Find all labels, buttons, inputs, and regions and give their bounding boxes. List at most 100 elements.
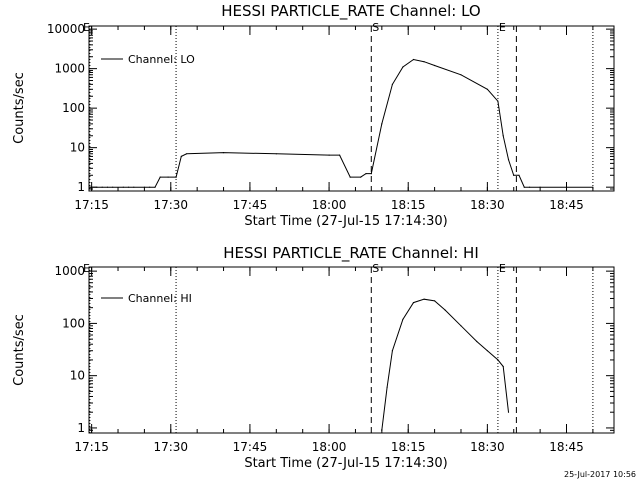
x-tick-label: 18:45 xyxy=(549,440,584,454)
y-tick-label: 10 xyxy=(70,369,85,383)
series-point xyxy=(523,186,525,188)
marker-label-S: S xyxy=(372,262,379,275)
panel-lo-legend: Channel: LO xyxy=(101,53,195,66)
series-point xyxy=(167,176,169,178)
series-point xyxy=(412,302,415,304)
panel-lo-title: HESSI PARTICLE_RATE Channel: LO xyxy=(221,2,480,21)
series-point xyxy=(423,61,425,63)
series-point xyxy=(133,186,135,188)
series-point xyxy=(159,176,161,178)
series-point xyxy=(381,429,383,431)
series-point xyxy=(143,186,145,188)
panel-hi-markers: S EE xyxy=(83,262,594,433)
series-point xyxy=(497,100,499,102)
panel-hi-legend: Channel: HI xyxy=(101,292,192,305)
series-point xyxy=(423,298,425,300)
y-tick-label: 10000 xyxy=(47,22,85,36)
series-point xyxy=(476,340,478,343)
panel-lo-legend-label: Channel: LO xyxy=(128,53,195,66)
series-point xyxy=(101,186,103,188)
marker-label-S: S xyxy=(372,21,379,34)
x-tick-label: 18:15 xyxy=(391,198,426,212)
panel-lo-plot-frame xyxy=(88,25,615,192)
series-point xyxy=(186,153,188,155)
series-point xyxy=(444,309,446,311)
y-tick-label: 100 xyxy=(62,101,85,115)
series-point xyxy=(486,350,488,352)
marker-label-E: E xyxy=(499,21,506,34)
x-tick-label: 17:30 xyxy=(153,198,188,212)
series-point xyxy=(349,176,351,178)
marker-label-E: E xyxy=(499,262,506,275)
series-point xyxy=(497,359,499,361)
x-tick-label: 17:45 xyxy=(233,198,268,212)
series-point xyxy=(486,88,488,90)
panel-hi-y-ticks: 1 10 100 1000 xyxy=(54,264,614,435)
panel-lo-series xyxy=(89,58,594,188)
series-point xyxy=(565,186,568,188)
panel-hi-legend-label: Channel: HI xyxy=(128,292,192,305)
series-point xyxy=(360,176,362,178)
series-point xyxy=(175,176,177,178)
x-tick-label: 17:15 xyxy=(74,198,109,212)
series-point xyxy=(386,386,388,388)
series-point xyxy=(391,350,393,352)
series-point xyxy=(507,411,510,413)
y-tick-label: 100 xyxy=(62,316,85,330)
panel-hi-series xyxy=(381,298,510,431)
panel-lo: HESSI PARTICLE_RATE Channel: LO Counts/s… xyxy=(12,2,615,229)
series-point xyxy=(539,186,541,188)
series-point xyxy=(222,152,225,154)
series-point xyxy=(275,153,277,155)
x-tick-label: 17:45 xyxy=(233,440,268,454)
series-point xyxy=(89,186,91,188)
panel-lo-x-ticks: 17:15 17:30 17:45 18:00 18:15 18:30 18:45 xyxy=(74,26,594,212)
footer-timestamp: 25-Jul-2017 10:56 xyxy=(564,470,636,479)
x-tick-label: 18:00 xyxy=(312,440,347,454)
series-point xyxy=(391,83,393,85)
panel-lo-markers: S EE xyxy=(83,21,594,191)
series-point xyxy=(402,66,404,68)
panel-hi-x-axis-label: Start Time (27-Jul-15 17:14:30) xyxy=(244,456,447,471)
y-tick-label: 1 xyxy=(77,180,85,194)
series-point xyxy=(434,300,436,302)
series-point xyxy=(122,186,124,188)
series-point xyxy=(507,159,510,161)
series-point xyxy=(529,186,531,188)
x-tick-label: 17:30 xyxy=(153,440,188,454)
series-point xyxy=(112,186,114,188)
series-point xyxy=(339,154,341,156)
x-tick-label: 18:30 xyxy=(470,198,505,212)
panel-lo-y-ticks: 1 10 100 1000 10000 xyxy=(47,22,614,194)
marker-label-left: E xyxy=(83,262,90,275)
series-point xyxy=(365,173,367,175)
panel-hi-x-ticks: 17:15 17:30 17:45 18:00 18:15 18:30 18:45 xyxy=(74,267,594,454)
series-point xyxy=(460,74,462,76)
x-tick-label: 18:45 xyxy=(549,198,584,212)
series-point xyxy=(513,174,515,176)
series-point xyxy=(592,186,594,188)
series-line-hi xyxy=(381,298,509,431)
y-tick-label: 1 xyxy=(77,421,85,435)
series-line-lo xyxy=(89,58,593,188)
series-point xyxy=(128,186,130,188)
marker-label-left: E xyxy=(83,21,90,34)
y-tick-label: 10 xyxy=(70,141,85,155)
series-point xyxy=(402,318,404,320)
x-tick-label: 18:15 xyxy=(391,440,426,454)
panel-hi: HESSI PARTICLE_RATE Channel: HI Counts/s… xyxy=(12,244,615,471)
series-point xyxy=(381,123,383,125)
series-point xyxy=(96,186,98,188)
series-point xyxy=(518,174,520,176)
series-point xyxy=(502,365,504,368)
panel-hi-plot-frame xyxy=(88,266,615,434)
series-point xyxy=(370,173,372,175)
x-tick-label: 18:30 xyxy=(470,440,505,454)
series-point xyxy=(180,155,182,157)
y-tick-label: 1000 xyxy=(54,62,85,76)
y-tick-label: 1000 xyxy=(54,264,85,278)
series-point xyxy=(412,58,415,61)
series-point xyxy=(328,154,330,156)
series-point xyxy=(149,186,151,188)
